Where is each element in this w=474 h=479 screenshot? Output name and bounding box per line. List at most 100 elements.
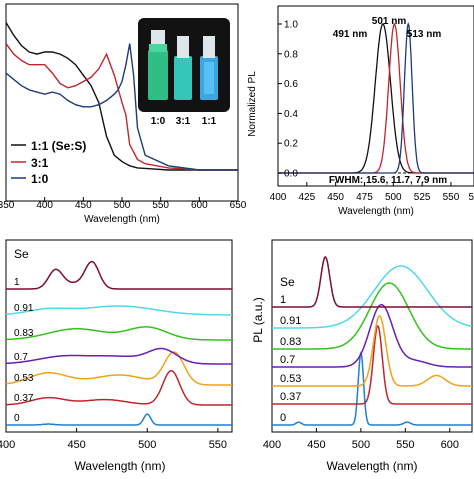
panel-3-xtick-label-1: 450 <box>307 439 325 451</box>
series-line-1-1-se-s <box>5 22 238 171</box>
panel-3-xtick-label-2: 500 <box>352 439 370 451</box>
series-label-0: 0 <box>280 412 286 424</box>
series-line-3-1 <box>5 43 238 171</box>
series-label-0-53: 0.53 <box>14 373 34 384</box>
panel-b-xlabel: Wavelength (nm) <box>338 206 414 217</box>
series-label-0-37: 0.37 <box>280 391 301 403</box>
panel-b-xtick-label-2: 450 <box>327 192 344 203</box>
series-label-0-7: 0.7 <box>280 354 295 366</box>
series-line-0 <box>272 351 472 426</box>
panel-b-ytick-label-0: 0.0 <box>284 169 298 180</box>
panel-normalized-pl: 0.0 0.2 0.4 0.6 0.8 1.0 400 425 450 475 500 525 550 5… <box>247 5 474 217</box>
vial-1-neck <box>149 44 167 52</box>
panel-2-xtick-label-3: 550 <box>209 439 227 451</box>
panel-c-frame <box>5 239 233 433</box>
panel-2-xtick-label-1: 450 <box>67 439 85 451</box>
panel-c-se-label: Se <box>14 247 29 261</box>
series-label-1: 1 <box>14 277 20 288</box>
series-line-0 <box>6 413 232 426</box>
panel-a-ticks: 350 400 450 500 550 600 650 <box>0 197 247 211</box>
vial-3-glow <box>204 62 214 94</box>
series-line-1 <box>272 256 472 308</box>
panel-a-xtick-label-2: 450 <box>75 200 92 211</box>
vial-label-3: 1:1 <box>202 116 217 127</box>
panel-d-xlabel: Wavelength (nm) <box>327 459 418 473</box>
series-line-0-91 <box>6 305 232 316</box>
legend-label-1: 1:1 (Se:S) <box>31 139 86 153</box>
panel-absorption: 350 400 450 500 550 600 650 1:0 3:1 1:1 1:1 (S… <box>0 3 247 225</box>
series-label-0-83: 0.83 <box>280 336 301 348</box>
panel-b-ytick-label-3: 0.6 <box>284 79 298 90</box>
vials-photo <box>138 18 230 112</box>
series-label-0-91: 0.91 <box>280 315 301 327</box>
legend-label-2: 3:1 <box>31 156 49 170</box>
panel-d-frame <box>271 239 473 433</box>
series-line-0-7 <box>272 303 472 368</box>
series-label-1: 1 <box>280 294 286 306</box>
panel-b-ytick-label-2: 0.4 <box>284 109 298 120</box>
series-label-0-37: 0.37 <box>14 393 34 404</box>
panel-a-xtick-label-4: 550 <box>152 200 169 211</box>
panel-a-xtick-label-5: 600 <box>191 200 208 211</box>
panel-a-xlabel: Wavelength (nm) <box>84 214 160 225</box>
panel-3-xtick-label-4: 600 <box>441 439 459 451</box>
panel-b-ytick-label-1: 0.2 <box>284 139 298 150</box>
panel-b-ytick-label-4: 0.8 <box>284 49 298 60</box>
panel-d-ylabel: PL (a.u.) <box>251 297 265 343</box>
panel-3-xtick-label-0: 400 <box>263 439 281 451</box>
panel-c-xlabel: Wavelength (nm) <box>75 459 166 473</box>
panel-b-ticks: 0.0 0.2 0.4 0.6 0.8 1.0 400 425 450 475 500 525 550 5… <box>270 20 474 203</box>
peak-label-491: 491 nm <box>333 29 368 40</box>
panel-c-lines: 0 0.37 0.53 0.7 0.83 0.91 1 <box>5 260 232 426</box>
panel-a-xtick-label-3: 500 <box>114 200 131 211</box>
panel-b-xtick-label-5: 525 <box>414 192 431 203</box>
peak-label-513: 513 nm <box>407 29 442 40</box>
legend-label-3: 1:0 <box>31 172 49 186</box>
panel-a-xtick-label-1: 400 <box>36 200 53 211</box>
panel-3-xtick-label-3: 550 <box>396 439 414 451</box>
panel-b-frame <box>277 5 474 187</box>
panel-b-ylabel: Normalized PL <box>247 71 258 137</box>
panel-a-legend: 1:1 (Se:S) 3:1 1:0 <box>11 139 86 186</box>
panel-b-xtick-label-7: 57 <box>468 192 474 203</box>
panel-b-xtick-label-6: 550 <box>443 192 460 203</box>
vial-1 <box>148 50 168 100</box>
panel-b-ytick-label-5: 1.0 <box>284 20 298 31</box>
panel-a-lines <box>5 22 238 171</box>
panel-pl-series: 0 0.37 0.53 0.7 0.83 0.91 1 400 450 500 550 600 Se… <box>251 239 473 473</box>
series-line-1-0 <box>5 43 238 171</box>
panel-b-lines <box>278 22 474 174</box>
panel-d-se-label: Se <box>280 275 295 289</box>
series-line-1 <box>6 260 232 290</box>
series-line-0-83 <box>6 326 232 341</box>
panel-b-xtick-label-4: 500 <box>385 192 402 203</box>
series-line-0-37 <box>272 324 472 405</box>
fwhm-annotation: FWHM: 15.6, 11.7, 7.9 nm <box>329 175 447 186</box>
vial-label-1: 1:0 <box>151 116 166 127</box>
vial-2 <box>174 56 192 100</box>
series-line-0-7 <box>5 347 232 365</box>
series-line-0-53 <box>5 351 232 386</box>
series-line-0-37 <box>5 370 232 406</box>
vial-label-2: 3:1 <box>176 116 191 127</box>
series-label-0-91: 0.91 <box>14 303 34 314</box>
panel-2-xtick-label-0: 400 <box>0 439 15 451</box>
series-line-0-83 <box>272 282 472 350</box>
peak-label-501: 501 nm <box>372 16 407 27</box>
series-label-0-83: 0.83 <box>14 328 34 339</box>
panel-a-xtick-label-0: 350 <box>0 200 15 211</box>
series-line-0-53 <box>272 315 472 387</box>
panel-d-ticks: 400 450 500 550 600 <box>263 428 459 451</box>
series-label-0-7: 0.7 <box>14 352 28 363</box>
series-line-0-91 <box>272 265 473 329</box>
series-label-0-53: 0.53 <box>280 373 301 385</box>
panel-b-xtick-label-0: 400 <box>270 192 287 203</box>
vial-3-cap <box>203 36 215 58</box>
panel-d-lines: 0 0.37 0.53 0.7 0.83 0.91 1 <box>272 256 473 426</box>
panel-a-xtick-label-6: 650 <box>230 200 247 211</box>
panel-b-xtick-label-1: 425 <box>298 192 315 203</box>
vial-2-cap <box>177 36 189 58</box>
